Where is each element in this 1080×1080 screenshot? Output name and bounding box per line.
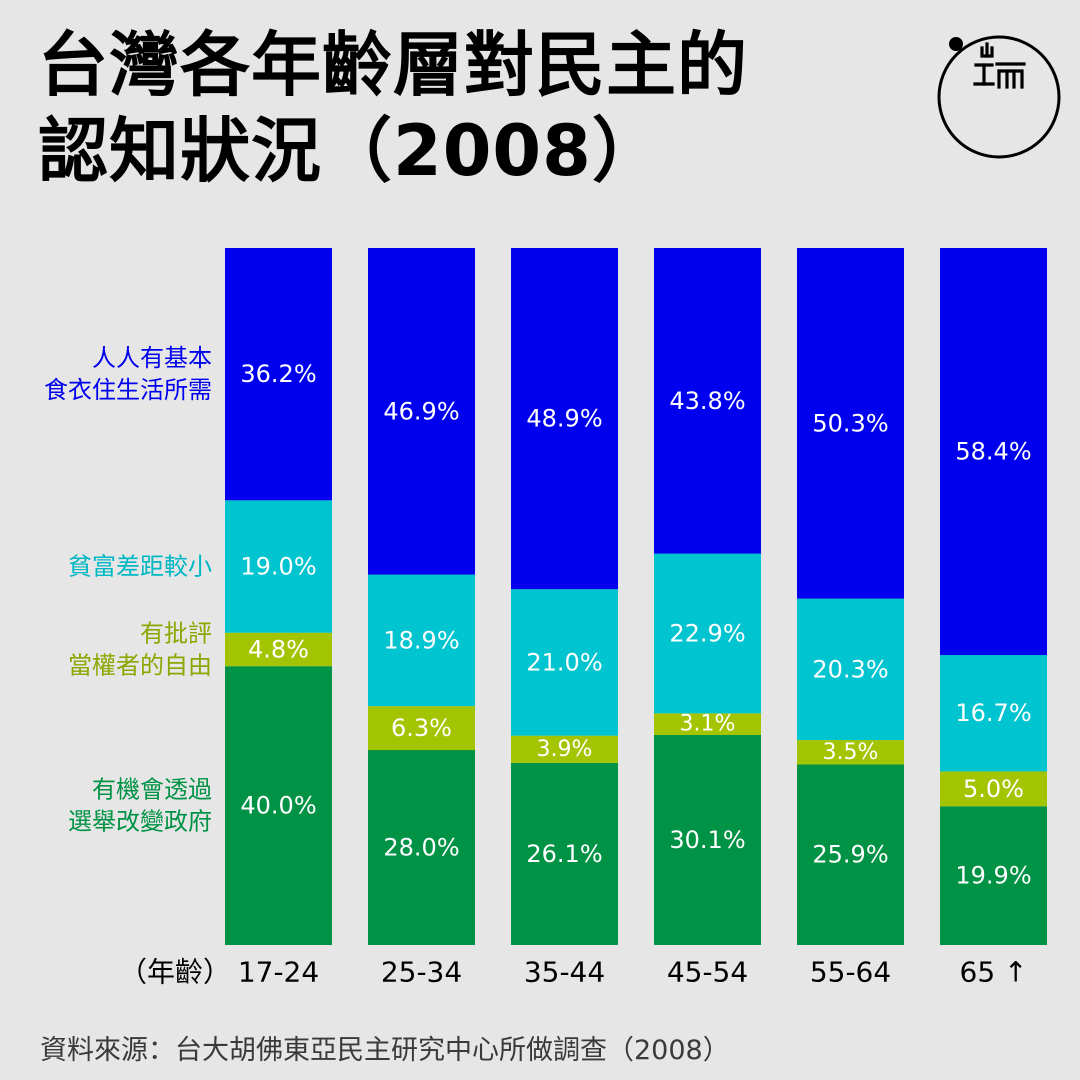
bar-segment-65--series-2 <box>940 771 1047 807</box>
data-label: 3.1% <box>680 712 736 737</box>
bar-segment-25-34-series-3 <box>368 574 475 707</box>
data-label: 19.0% <box>240 553 316 581</box>
data-label: 28.0% <box>383 834 459 862</box>
bar-segment-25-34-series-4 <box>368 248 475 575</box>
data-label: 4.8% <box>248 635 309 663</box>
chart-title: 台灣各年齡層對民主的 認知狀況（2008） <box>38 22 748 194</box>
bar-segment-35-44-series-3 <box>511 589 618 736</box>
data-label: 22.9% <box>669 619 745 647</box>
data-label: 30.1% <box>669 826 745 854</box>
data-label: 20.3% <box>812 655 888 683</box>
data-label: 40.0% <box>240 792 316 820</box>
legend-label-series-4: 人人有基本 <box>92 344 212 372</box>
bar-segment-45-54-series-1 <box>654 734 761 945</box>
data-label: 26.1% <box>526 840 602 868</box>
source-note: 資料來源：台大胡佛東亞民主研究中心所做調查（2008） <box>40 1035 730 1066</box>
bar-segment-45-54-series-4 <box>654 248 761 554</box>
x-tick-label: 45-54 <box>667 956 748 989</box>
legend-label-series-3: 貧富差距較小 <box>68 553 212 581</box>
x-axis-label: （年齡） <box>119 956 231 989</box>
chart-title-line-1: 台灣各年齡層對民主的 <box>38 24 748 106</box>
data-label: 6.3% <box>391 714 452 742</box>
bar-segment-55-64-series-1 <box>797 764 904 945</box>
bar-segment-65--series-1 <box>940 806 1047 945</box>
bar-segment-65--series-3 <box>940 655 1047 772</box>
legend-label-series-2: 有批評 <box>140 619 212 647</box>
data-label: 48.9% <box>526 405 602 433</box>
data-label: 21.0% <box>526 648 602 676</box>
data-label: 5.0% <box>963 775 1024 803</box>
data-label: 58.4% <box>955 438 1031 466</box>
bar-segment-55-64-series-2 <box>797 740 904 765</box>
data-label: 43.8% <box>669 387 745 415</box>
bar-segment-35-44-series-1 <box>511 762 618 945</box>
brand-logo: 端 <box>937 35 1061 159</box>
data-label: 46.9% <box>383 397 459 425</box>
data-label: 18.9% <box>383 626 459 654</box>
x-tick-label: 55-64 <box>810 956 891 989</box>
bar-segment-45-54-series-3 <box>654 553 761 714</box>
bar-segment-25-34-series-2 <box>368 706 475 751</box>
bar-segment-17-24-series-2 <box>225 632 332 667</box>
bar-segment-45-54-series-2 <box>654 713 761 735</box>
bar-segment-35-44-series-4 <box>511 248 618 590</box>
bar-segment-65--series-4 <box>940 248 1047 656</box>
data-label: 36.2% <box>240 360 316 388</box>
bar-segment-17-24-series-1 <box>225 666 332 945</box>
data-label: 16.7% <box>955 699 1031 727</box>
bar-segment-17-24-series-4 <box>225 248 332 501</box>
bar-segment-55-64-series-4 <box>797 248 904 599</box>
data-label: 3.5% <box>823 740 879 765</box>
data-label: 19.9% <box>955 862 1031 890</box>
chart-title-line-2: 認知狀況（2008） <box>38 110 663 192</box>
bar-segment-35-44-series-2 <box>511 735 618 763</box>
x-tick-label: 35-44 <box>524 956 605 989</box>
bar-segment-25-34-series-1 <box>368 750 475 945</box>
data-label: 50.3% <box>812 409 888 437</box>
x-tick-label: 25-34 <box>381 956 462 989</box>
legend-label-series-2: 當權者的自由 <box>68 651 212 679</box>
legend-label-series-1: 選舉改變政府 <box>68 808 212 836</box>
x-tick-label: 65 ↑ <box>960 956 1028 989</box>
bar-segment-17-24-series-3 <box>225 500 332 633</box>
legend-label-series-4: 食衣住生活所需 <box>44 376 212 404</box>
legend-label-series-1: 有機會透過 <box>92 776 212 804</box>
data-label: 25.9% <box>812 841 888 869</box>
bar-segment-55-64-series-3 <box>797 598 904 741</box>
data-label: 3.9% <box>537 737 593 762</box>
x-tick-label: 17-24 <box>238 956 319 989</box>
